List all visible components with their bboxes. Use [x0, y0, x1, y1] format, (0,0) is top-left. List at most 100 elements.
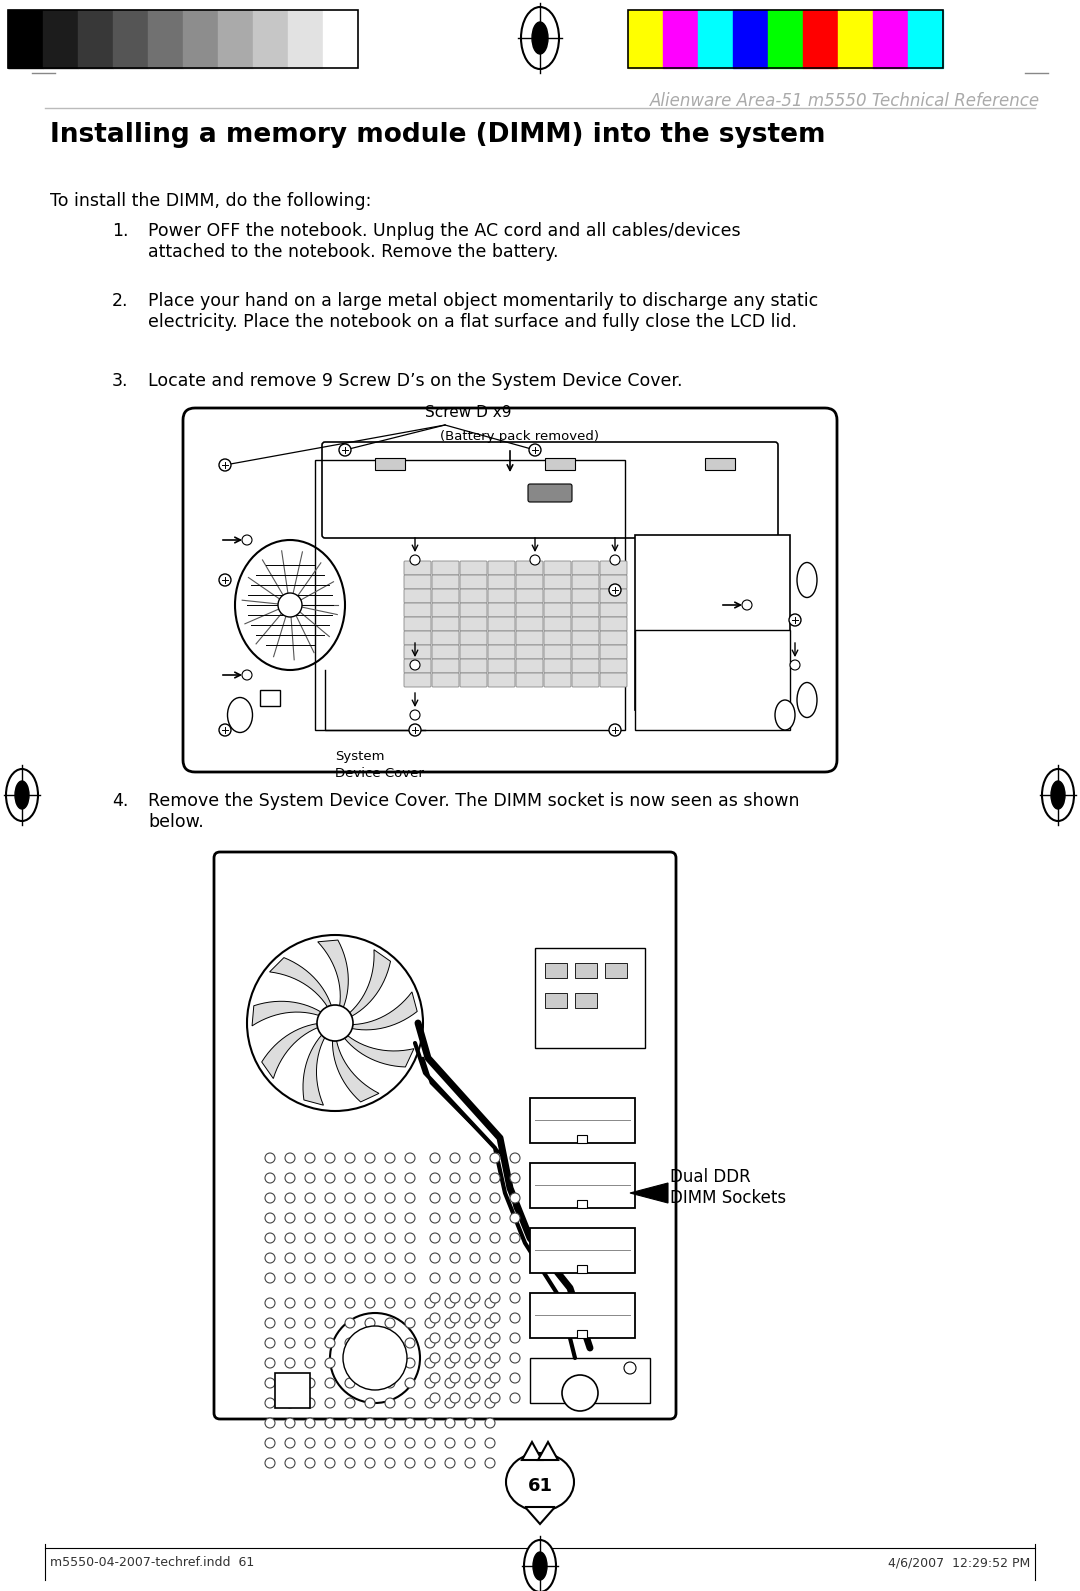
- Circle shape: [343, 1325, 407, 1391]
- Circle shape: [450, 1212, 460, 1223]
- Circle shape: [325, 1438, 335, 1448]
- Polygon shape: [352, 991, 417, 1029]
- Circle shape: [365, 1457, 375, 1468]
- Circle shape: [345, 1378, 355, 1387]
- Circle shape: [384, 1438, 395, 1448]
- FancyBboxPatch shape: [544, 673, 571, 687]
- Circle shape: [490, 1293, 500, 1303]
- FancyBboxPatch shape: [460, 617, 487, 632]
- Circle shape: [445, 1317, 455, 1328]
- Circle shape: [305, 1418, 315, 1429]
- Circle shape: [305, 1254, 315, 1263]
- FancyBboxPatch shape: [488, 644, 515, 659]
- Circle shape: [265, 1359, 275, 1368]
- Circle shape: [490, 1212, 500, 1223]
- FancyBboxPatch shape: [572, 603, 599, 617]
- Circle shape: [405, 1378, 415, 1387]
- FancyBboxPatch shape: [572, 562, 599, 574]
- Circle shape: [219, 724, 231, 737]
- Ellipse shape: [797, 563, 816, 598]
- Circle shape: [430, 1254, 440, 1263]
- FancyBboxPatch shape: [460, 562, 487, 574]
- FancyBboxPatch shape: [600, 562, 627, 574]
- Circle shape: [450, 1153, 460, 1163]
- FancyBboxPatch shape: [572, 574, 599, 589]
- FancyBboxPatch shape: [516, 574, 543, 589]
- Circle shape: [285, 1317, 295, 1328]
- Circle shape: [410, 710, 420, 721]
- Text: Locate and remove 9 Screw D’s on the System Device Cover.: Locate and remove 9 Screw D’s on the Sys…: [148, 372, 683, 390]
- Circle shape: [405, 1298, 415, 1308]
- Bar: [148, 10, 183, 68]
- FancyBboxPatch shape: [572, 617, 599, 632]
- FancyBboxPatch shape: [404, 644, 431, 659]
- Circle shape: [789, 614, 801, 625]
- Circle shape: [562, 1375, 598, 1411]
- Circle shape: [305, 1338, 315, 1348]
- Ellipse shape: [524, 1540, 556, 1591]
- FancyBboxPatch shape: [404, 562, 431, 574]
- Circle shape: [285, 1418, 295, 1429]
- FancyBboxPatch shape: [460, 632, 487, 644]
- FancyBboxPatch shape: [544, 562, 571, 574]
- Circle shape: [426, 1418, 435, 1429]
- Polygon shape: [525, 1507, 555, 1524]
- Bar: [218, 10, 253, 68]
- Circle shape: [305, 1173, 315, 1184]
- Ellipse shape: [1051, 781, 1065, 808]
- Circle shape: [485, 1398, 495, 1408]
- FancyBboxPatch shape: [516, 589, 543, 603]
- Circle shape: [305, 1378, 315, 1387]
- Circle shape: [430, 1173, 440, 1184]
- Circle shape: [470, 1293, 480, 1303]
- Circle shape: [490, 1153, 500, 1163]
- Bar: [323, 10, 357, 68]
- Bar: [804, 10, 838, 68]
- FancyBboxPatch shape: [432, 574, 459, 589]
- Polygon shape: [303, 1036, 325, 1106]
- Circle shape: [325, 1317, 335, 1328]
- FancyBboxPatch shape: [404, 574, 431, 589]
- Bar: [530, 1228, 635, 1273]
- Polygon shape: [350, 950, 391, 1017]
- Circle shape: [365, 1338, 375, 1348]
- Circle shape: [265, 1193, 275, 1203]
- Circle shape: [384, 1173, 395, 1184]
- Circle shape: [405, 1438, 415, 1448]
- Circle shape: [470, 1273, 480, 1282]
- Text: 3.: 3.: [112, 372, 129, 390]
- Circle shape: [510, 1273, 519, 1282]
- Circle shape: [450, 1293, 460, 1303]
- Circle shape: [430, 1394, 440, 1403]
- Circle shape: [365, 1317, 375, 1328]
- Circle shape: [365, 1153, 375, 1163]
- Bar: [545, 963, 567, 978]
- Circle shape: [285, 1438, 295, 1448]
- Circle shape: [325, 1298, 335, 1308]
- Circle shape: [405, 1153, 415, 1163]
- Circle shape: [465, 1457, 475, 1468]
- Bar: [705, 458, 735, 469]
- Circle shape: [325, 1378, 335, 1387]
- Bar: [183, 10, 218, 68]
- Bar: [663, 10, 698, 68]
- Circle shape: [365, 1359, 375, 1368]
- Polygon shape: [630, 1184, 669, 1203]
- Circle shape: [384, 1254, 395, 1263]
- Circle shape: [490, 1254, 500, 1263]
- Circle shape: [285, 1273, 295, 1282]
- FancyBboxPatch shape: [600, 574, 627, 589]
- Circle shape: [405, 1173, 415, 1184]
- Ellipse shape: [797, 683, 816, 718]
- Circle shape: [384, 1193, 395, 1203]
- FancyBboxPatch shape: [544, 659, 571, 673]
- Circle shape: [405, 1254, 415, 1263]
- FancyBboxPatch shape: [214, 853, 676, 1419]
- Circle shape: [365, 1398, 375, 1408]
- Text: 4.: 4.: [112, 792, 129, 810]
- Circle shape: [445, 1359, 455, 1368]
- FancyBboxPatch shape: [488, 673, 515, 687]
- Bar: [78, 10, 113, 68]
- Text: 4/6/2007  12:29:52 PM: 4/6/2007 12:29:52 PM: [888, 1556, 1030, 1569]
- Circle shape: [242, 535, 252, 546]
